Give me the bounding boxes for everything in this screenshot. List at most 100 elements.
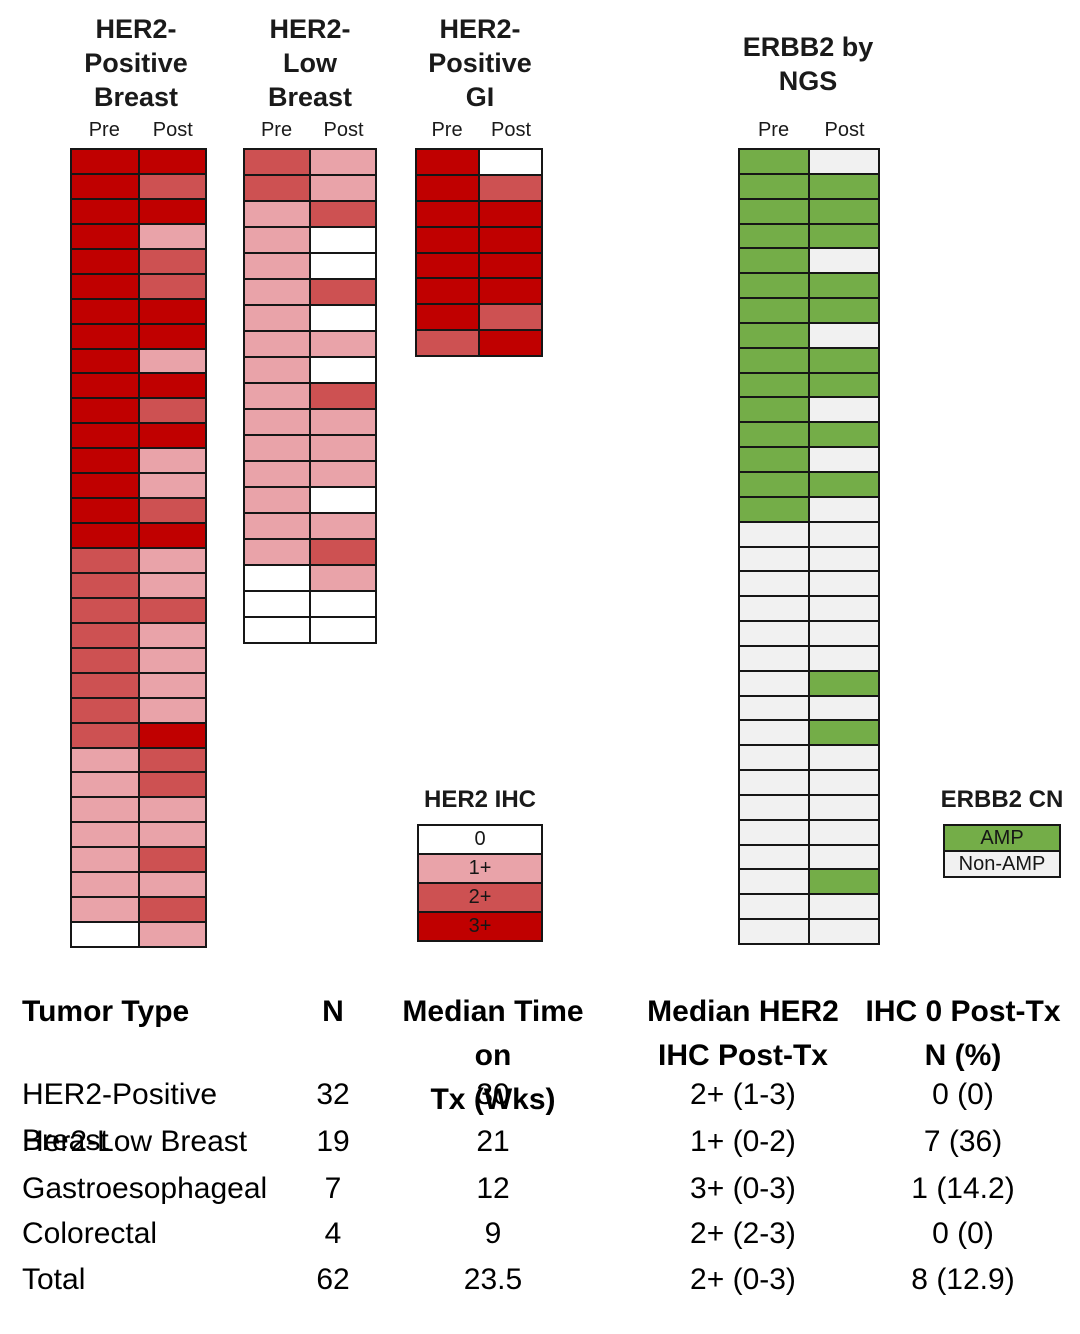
heatmap-cell: [311, 514, 375, 538]
heatmap-cell: [417, 253, 478, 278]
heatmap-cell: [72, 174, 138, 198]
heatmap-cell: [139, 374, 205, 398]
col-header-ihc0: IHC 0 Post-Tx N (%): [865, 995, 1061, 1072]
post-label: Post: [490, 119, 532, 141]
table-cell: 21: [476, 1125, 510, 1158]
title-line: HER2-: [95, 14, 177, 44]
heatmap-cell: [245, 566, 309, 590]
heatmap-cell: [72, 424, 138, 448]
table-cell: 12: [476, 1172, 510, 1205]
heatmap-cell: [740, 795, 808, 819]
heatmap-cell: [139, 549, 205, 572]
heatmap-cell: [139, 249, 205, 273]
heatmap-cell: [311, 254, 375, 278]
heatmap-cell: [810, 795, 878, 819]
heatmap-cell: [245, 618, 309, 642]
heatmap-cell: [245, 332, 309, 356]
table-cell: 7 (36): [923, 1125, 1003, 1158]
heatmap-cell: [810, 696, 878, 720]
heatmap-cell: [740, 522, 808, 546]
heatmap-cell: [139, 474, 205, 498]
heatmap-cell: [480, 305, 541, 330]
table-cell: 0 (0): [932, 1217, 994, 1250]
heatmap-cell: [72, 873, 138, 897]
heatmap-cell: [72, 698, 138, 722]
heatmap-cell: [740, 895, 808, 919]
heatmap-cell: [72, 224, 138, 248]
heatmap-cell: [139, 748, 205, 772]
table-cell: Her2-Low Breast: [22, 1125, 248, 1158]
table-row-her2-low-breast: Her2-Low Breast 19 21 1+ (0-2) 7 (36): [0, 1119, 1080, 1165]
heatmap-cell: [810, 472, 878, 496]
heatmap-cell: [72, 449, 138, 473]
heatmap-cell: [72, 798, 138, 822]
heatmap-cell: [139, 524, 205, 547]
heatmap-cell: [72, 623, 138, 647]
heatmap-cell: [810, 448, 878, 471]
heatmap-cell: [311, 462, 375, 486]
heatmap-cell: [740, 696, 808, 720]
heatmap-cell: [139, 299, 205, 323]
table-cell: Gastroesophageal: [22, 1172, 268, 1205]
summary-table-header: Tumor Type N Median Time on Tx (Wks) Med…: [0, 990, 1080, 1116]
heatmap-cell: [72, 349, 138, 373]
heatmap-cell: [139, 349, 205, 373]
heatmap-cell: [810, 249, 878, 273]
table-cell: 4: [324, 1217, 342, 1250]
heatmap-cell: [72, 249, 138, 273]
heatmap-cell: [480, 150, 541, 174]
heatmap-cell: [245, 410, 309, 434]
heatmap-cell: [72, 524, 138, 547]
table-cell: 19: [316, 1125, 350, 1158]
heatmap-cell: [139, 399, 205, 423]
heatmap-cell: [740, 423, 808, 447]
heatmap-cell: [311, 358, 375, 382]
erbb2-by-ngs-title: ERBB2 by NGS: [708, 30, 908, 98]
heatmap-cell: [72, 199, 138, 223]
heatmap-cell: [72, 673, 138, 697]
her2-low-breast-heatmap: [243, 148, 377, 644]
heatmap-cell: [139, 174, 205, 198]
heatmap-cell: [72, 549, 138, 572]
heatmap-cell: [311, 202, 375, 226]
heatmap-cell: [810, 597, 878, 621]
heatmap-cell: [740, 646, 808, 670]
heatmap-cell: [139, 449, 205, 473]
pre-post-labels-her2-low-breast: Pre Post: [243, 119, 377, 142]
heatmap-cell: [417, 305, 478, 330]
legend-swatch-ihc-1plus: 1+: [419, 855, 541, 882]
title-line: Low: [283, 48, 337, 78]
legend-swatch-ihc-3plus: 3+: [419, 913, 541, 940]
heatmap-cell: [139, 798, 205, 822]
post-label: Post: [323, 119, 364, 141]
heatmap-cell: [245, 436, 309, 460]
her2-positive-gi-title: HER2- Positive GI: [380, 12, 580, 114]
legend-swatch-non-amp: Non-AMP: [945, 852, 1059, 876]
heatmap-cell: [810, 746, 878, 770]
heatmap-cell: [740, 150, 808, 173]
title-line: HER2-: [439, 14, 521, 44]
table-cell: 1+ (0-2): [690, 1125, 796, 1158]
heatmap-cell: [311, 384, 375, 408]
heatmap-cell: [311, 306, 375, 330]
heatmap-cell: [810, 398, 878, 422]
table-cell: 9: [484, 1217, 502, 1250]
heatmap-cell: [480, 175, 541, 200]
heatmap-cell: [311, 228, 375, 252]
legend-swatch-amp: AMP: [945, 826, 1059, 850]
title-line: Positive: [84, 48, 188, 78]
heatmap-cell: [740, 771, 808, 794]
heatmap-cell: [72, 898, 138, 922]
heatmap-cell: [810, 423, 878, 447]
heatmap-cell: [139, 773, 205, 797]
erbb2-cn-legend-title: ERBB2 CN: [940, 786, 1064, 813]
heatmap-cell: [245, 150, 309, 174]
heatmap-cell: [810, 721, 878, 745]
heatmap-cell: [740, 622, 808, 645]
pre-label: Pre: [88, 119, 120, 141]
pre-post-labels-her2-positive-gi: Pre Post: [415, 119, 543, 142]
heatmap-cell: [72, 648, 138, 672]
heatmap-cell: [740, 746, 808, 770]
heatmap-cell: [245, 592, 309, 616]
